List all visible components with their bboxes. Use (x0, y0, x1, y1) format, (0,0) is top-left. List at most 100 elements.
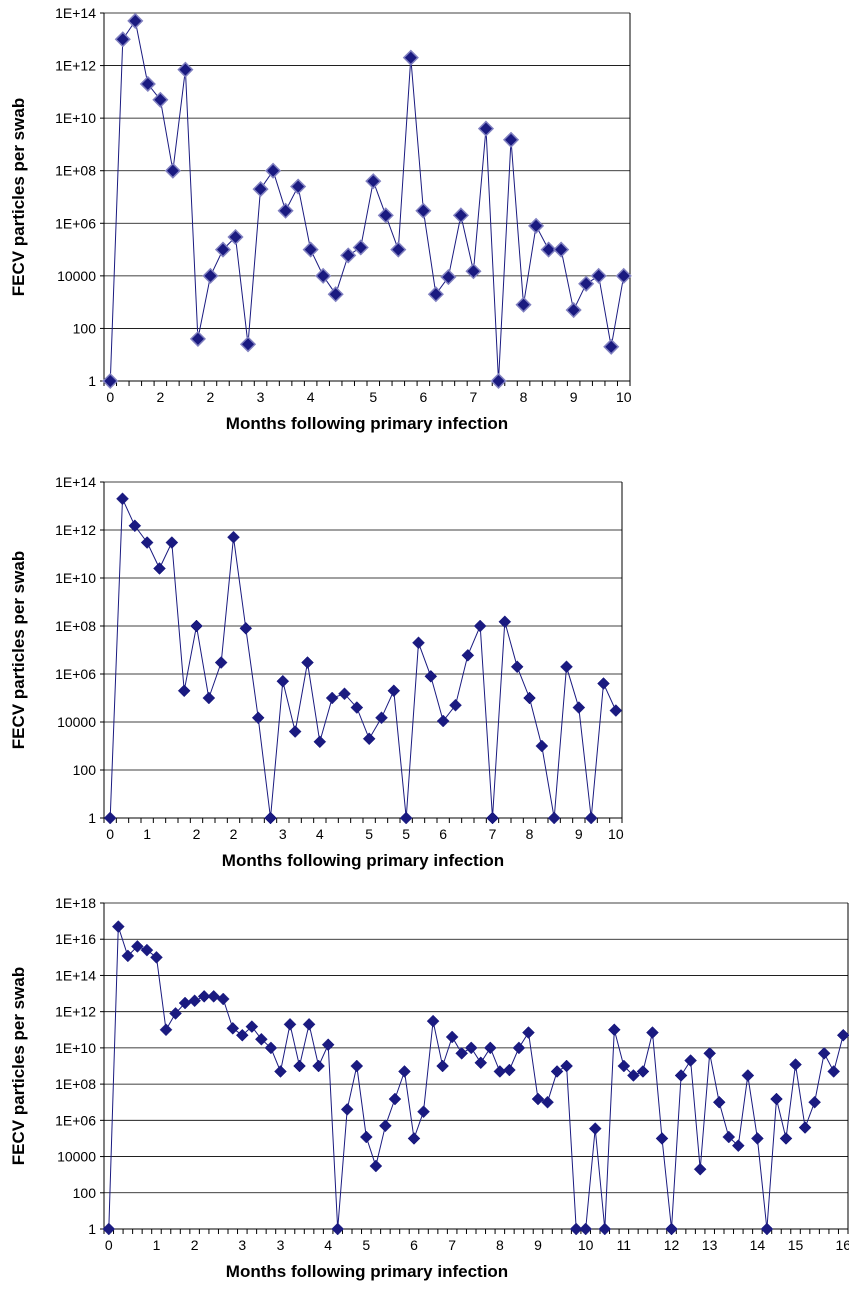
data-point (440, 268, 457, 286)
x-tick-label: 16 (835, 1237, 849, 1253)
data-point (102, 372, 119, 390)
data-point (375, 711, 388, 725)
x-tick-label: 2 (230, 826, 238, 842)
x-tick-label: 10 (616, 389, 632, 405)
y-tick-label: 1E+10 (55, 1040, 96, 1056)
data-point (465, 263, 482, 280)
y-tick-label: 10000 (57, 268, 96, 284)
data-point (214, 241, 232, 258)
data-point (607, 1023, 621, 1037)
data-point (779, 1132, 793, 1145)
x-tick-label: 0 (106, 826, 114, 842)
data-point (770, 1092, 783, 1106)
data-point (665, 1222, 678, 1236)
data-point (188, 994, 201, 1008)
data-point (646, 1026, 659, 1039)
data-point (449, 698, 462, 712)
data-point (116, 492, 129, 506)
data-point (274, 1065, 287, 1078)
data-point (252, 181, 269, 198)
x-tick-label: 3 (279, 826, 287, 842)
data-point (415, 202, 432, 219)
x-tick-label: 6 (410, 1237, 418, 1253)
y-tick-label: 100 (73, 762, 97, 778)
data-point (436, 714, 450, 728)
series-line (109, 498, 617, 819)
x-tick-label: 4 (316, 826, 324, 842)
data-point (436, 1059, 449, 1073)
x-tick-label: 13 (702, 1237, 718, 1253)
data-point (565, 301, 582, 319)
x-tick-label: 3 (277, 1237, 285, 1253)
data-point (615, 267, 632, 284)
data-point (388, 1092, 402, 1106)
data-point (377, 207, 394, 224)
data-point (264, 811, 277, 825)
data-point (321, 1038, 335, 1052)
data-point (276, 674, 290, 688)
data-point (340, 247, 357, 264)
data-point (150, 950, 163, 964)
data-point (523, 691, 536, 705)
x-tick-label: 10 (608, 826, 624, 842)
data-point (540, 241, 557, 258)
y-tick-label: 1E+10 (55, 570, 96, 586)
data-point (111, 920, 125, 933)
data-point (301, 656, 314, 669)
data-point (510, 660, 524, 674)
data-point (265, 162, 282, 179)
data-point (741, 1069, 755, 1082)
data-point (731, 1139, 745, 1153)
y-tick-label: 1 (88, 810, 96, 826)
data-point (121, 949, 135, 963)
data-point (424, 669, 438, 683)
y-tick-label: 1E+08 (55, 163, 96, 179)
data-point (128, 519, 142, 533)
data-point (412, 636, 425, 650)
data-point (359, 1130, 373, 1144)
data-point (131, 940, 144, 953)
x-tick-label: 0 (105, 1237, 113, 1253)
data-point (578, 275, 595, 292)
data-point (590, 267, 607, 284)
data-point (290, 178, 307, 195)
x-tick-label: 7 (489, 826, 497, 842)
x-tick-label: 2 (207, 389, 215, 405)
data-point (402, 49, 419, 66)
data-point (251, 711, 265, 725)
data-point (486, 811, 499, 825)
data-point (493, 1065, 507, 1078)
data-point (427, 286, 444, 303)
data-point (502, 131, 520, 148)
x-tick-label: 7 (470, 389, 478, 405)
data-point (597, 677, 610, 690)
data-point (235, 1028, 249, 1042)
data-point (426, 1014, 440, 1028)
data-point (722, 1130, 736, 1144)
data-point (798, 1121, 812, 1134)
data-point (350, 1059, 364, 1073)
x-tick-label: 5 (362, 1237, 370, 1253)
data-point (584, 811, 598, 825)
data-point (598, 1222, 612, 1236)
data-point (177, 61, 194, 78)
data-point (331, 1222, 345, 1236)
data-point (239, 621, 253, 635)
data-point (655, 1132, 669, 1145)
x-tick-label: 6 (419, 389, 427, 405)
data-point (535, 739, 549, 753)
x-tick-label: 3 (257, 389, 265, 405)
data-point (283, 1017, 297, 1031)
y-tick-label: 1E+06 (55, 1112, 96, 1128)
data-point (512, 1041, 526, 1055)
data-point (190, 619, 203, 633)
x-tick-label: 8 (520, 389, 528, 405)
data-point (522, 1026, 535, 1039)
data-point (202, 691, 216, 705)
y-tick-label: 1E+08 (55, 1076, 96, 1092)
data-point (369, 1159, 383, 1173)
data-point (445, 1030, 459, 1044)
data-point (674, 1069, 688, 1082)
